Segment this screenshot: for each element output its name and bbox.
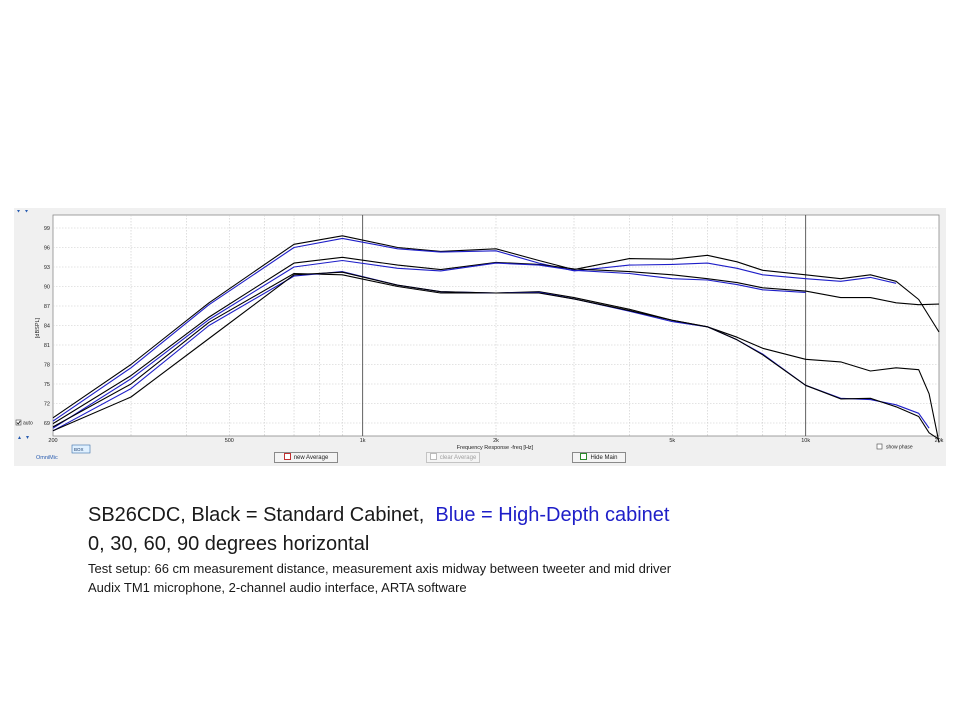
decade-lines bbox=[362, 215, 807, 436]
y-tick-label: 72 bbox=[44, 402, 50, 408]
legend-box-label: BOX bbox=[74, 447, 84, 452]
omnimic-label: OmniMic bbox=[36, 455, 58, 461]
new-average-button[interactable]: new Average bbox=[274, 452, 338, 463]
x-tick-label: 10k bbox=[801, 438, 810, 444]
series-group bbox=[52, 235, 940, 443]
y-tick-label: 69 bbox=[44, 421, 50, 427]
x-tick-label: 1k bbox=[360, 438, 366, 444]
x-tick-label: 2k bbox=[493, 438, 499, 444]
y-tick-label: 75 bbox=[44, 382, 50, 388]
series-line-7 bbox=[52, 271, 940, 440]
x-tick-label: 20k bbox=[935, 438, 944, 444]
new-average-label: new Average bbox=[293, 455, 329, 461]
grid bbox=[53, 215, 939, 436]
series-line-2 bbox=[52, 237, 897, 422]
caption-line-4: Audix TM1 microphone, 2-channel audio in… bbox=[88, 580, 467, 595]
scroll-arrows-top[interactable] bbox=[17, 210, 28, 213]
clear-icon bbox=[429, 453, 437, 460]
auto-checkbox[interactable] bbox=[15, 419, 22, 426]
caption-line-2: 0, 30, 60, 90 degrees horizontal bbox=[88, 533, 370, 555]
arrow-down-icon[interactable] bbox=[26, 436, 29, 439]
y-tick-label: 78 bbox=[44, 363, 50, 369]
series-line-3 bbox=[52, 256, 940, 425]
caption-line-3: Test setup: 66 cm measurement distance, … bbox=[88, 561, 672, 576]
clear-average-button[interactable]: clear Average bbox=[426, 452, 480, 463]
y-tick-label: 81 bbox=[44, 343, 50, 349]
y-tick-label: 93 bbox=[44, 265, 50, 271]
arrow-down-icon bbox=[17, 210, 20, 213]
clear-average-label: clear Average bbox=[439, 455, 477, 461]
series-line-1 bbox=[52, 235, 940, 419]
average-icon bbox=[283, 453, 291, 460]
arta-window: 69 72 75 78 81 84 87 90 93 96 99 200 500 1k 2k 5k 10k 20… bbox=[14, 208, 946, 466]
y-tick-label: 87 bbox=[44, 304, 50, 310]
arrow-up-icon[interactable] bbox=[18, 436, 21, 439]
caption-blue-text: Blue = High-Depth cabinet bbox=[435, 504, 670, 526]
x-tick-label: 5k bbox=[669, 438, 675, 444]
y-tick-labels: 69 72 75 78 81 84 87 90 93 96 99 bbox=[44, 226, 50, 427]
series-line-4 bbox=[52, 259, 806, 429]
arrow-down-icon bbox=[25, 210, 28, 213]
legend-box-swatch[interactable] bbox=[71, 444, 91, 454]
caption-black-text: SB26CDC, Black = Standard Cabinet, bbox=[88, 504, 425, 526]
y-tick-label: 84 bbox=[44, 324, 50, 330]
x-tick-label: 200 bbox=[48, 438, 57, 444]
show-phase-checkbox[interactable] bbox=[876, 443, 883, 450]
y-tick-label: 90 bbox=[44, 285, 50, 291]
auto-label: auto bbox=[23, 421, 33, 427]
show-phase-label: show phase bbox=[886, 445, 913, 451]
x-tick-labels: 200 500 1k 2k 5k 10k 20k bbox=[48, 438, 943, 444]
y-axis-label: [dBSPL] bbox=[35, 317, 41, 338]
check-icon bbox=[16, 420, 21, 425]
series-line-6 bbox=[52, 271, 930, 432]
hide-main-label: Hide Main bbox=[590, 455, 618, 461]
y-tick-label: 99 bbox=[44, 226, 50, 232]
x-axis-label: Frequency Response -freq [Hz] bbox=[457, 445, 534, 451]
hide-icon bbox=[580, 453, 588, 460]
caption-line-1: SB26CDC, Black = Standard Cabinet, Blue … bbox=[88, 504, 669, 527]
x-tick-label: 500 bbox=[225, 438, 234, 444]
hide-main-button[interactable]: Hide Main bbox=[572, 452, 626, 463]
y-tick-label: 96 bbox=[44, 246, 50, 252]
